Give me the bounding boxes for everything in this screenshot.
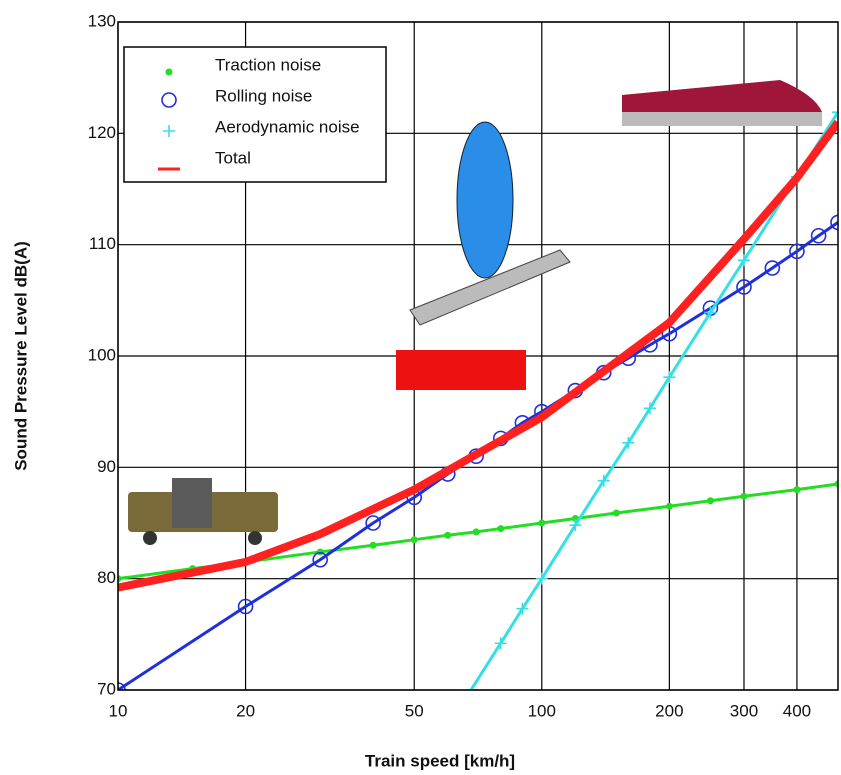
- illustration-rail: [396, 122, 570, 390]
- y-tick-label: 100: [88, 345, 116, 364]
- point-marker: [497, 525, 504, 532]
- y-tick-label: 90: [97, 457, 116, 476]
- point-marker: [538, 520, 545, 527]
- legend-label: Traction noise: [215, 55, 321, 74]
- x-tick-label: 50: [405, 701, 424, 720]
- point-marker: [740, 493, 747, 500]
- y-tick-label: 130: [88, 11, 116, 30]
- point-marker: [666, 503, 673, 510]
- point-marker: [473, 528, 480, 535]
- point-marker: [613, 509, 620, 516]
- y-tick-label: 110: [89, 234, 116, 253]
- illustration-train: [622, 80, 822, 126]
- y-axis-label: Sound Pressure Level dB(A): [11, 241, 30, 471]
- point-marker: [459, 693, 471, 705]
- legend-label: Total: [215, 148, 251, 167]
- legend: Traction noise Rolling noise Aerodynamic n…: [124, 47, 386, 182]
- legend-label: Rolling noise: [215, 86, 312, 105]
- y-tick-label: 120: [88, 123, 116, 142]
- point-marker: [370, 542, 377, 549]
- y-tick-label: 80: [97, 568, 116, 587]
- x-tick-label: 10: [109, 701, 128, 720]
- legend-swatch: [166, 69, 173, 76]
- point-marker: [793, 486, 800, 493]
- x-tick-label: 300: [730, 701, 758, 720]
- illustration-locomotive: [128, 478, 278, 545]
- page: Train speed [km/h] Sound Pressure Level …: [0, 0, 841, 775]
- point-marker: [411, 536, 418, 543]
- x-tick-label: 400: [783, 701, 811, 720]
- legend-label: Aerodynamic noise: [215, 117, 360, 136]
- x-tick-label: 20: [236, 701, 255, 720]
- chart: Train speed [km/h] Sound Pressure Level …: [0, 0, 841, 775]
- x-axis-label: Train speed [km/h]: [365, 751, 515, 770]
- x-tick-label: 200: [655, 701, 683, 720]
- point-marker: [707, 497, 714, 504]
- x-tick-label: 100: [528, 701, 556, 720]
- y-tick-label: 70: [97, 679, 116, 698]
- point-marker: [444, 532, 451, 539]
